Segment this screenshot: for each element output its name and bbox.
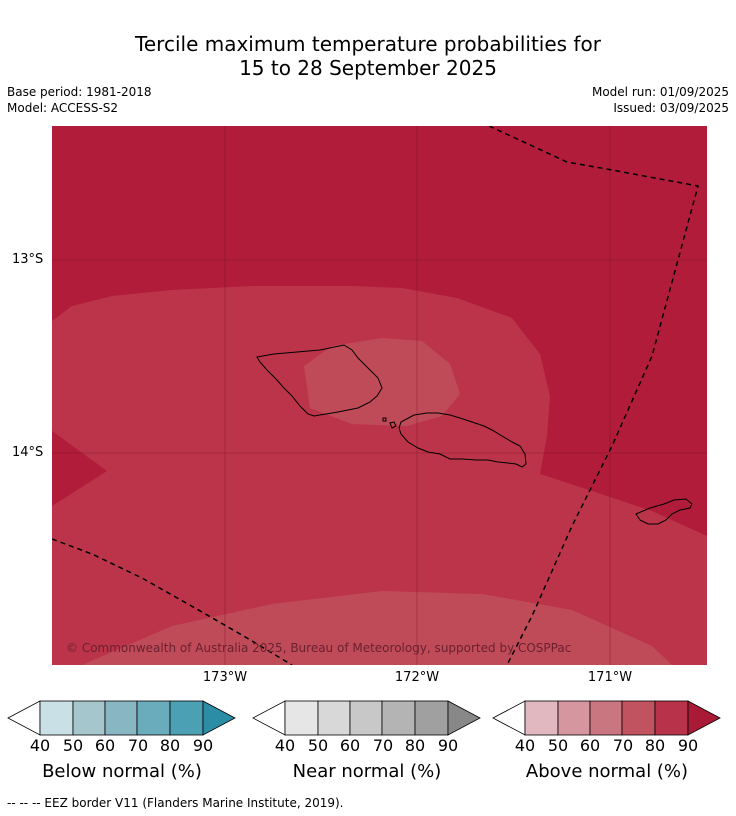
model-run: Model run: 01/09/2025 xyxy=(591,85,729,99)
near-swatch-0 xyxy=(252,700,286,736)
base-period: Base period: 1981-2018 xyxy=(7,85,152,99)
near-tick-90: 90 xyxy=(437,736,459,755)
near-swatch-5 xyxy=(414,700,449,736)
near-tick-60: 60 xyxy=(339,736,361,755)
below-swatch-5 xyxy=(169,700,204,736)
above-80-region xyxy=(52,286,707,665)
colorbar-above-swatches xyxy=(492,700,721,736)
colorbar-below-swatches xyxy=(7,700,236,736)
lat-label-13s: 13°S xyxy=(12,252,44,267)
colorbar-below: 40 50 60 70 80 90 Below normal (%) xyxy=(7,700,237,800)
below-swatch-1 xyxy=(39,700,74,736)
near-swatch-1 xyxy=(284,700,319,736)
above-normal-label: Above normal (%) xyxy=(525,761,689,782)
upolu-island xyxy=(398,412,527,468)
lon-label-171w: 171°W xyxy=(587,670,633,685)
issued-date: Issued: 03/09/2025 xyxy=(613,101,729,115)
below-tick-70: 70 xyxy=(127,736,149,755)
colorbar-near-swatches xyxy=(252,700,481,736)
title-line-1: Tercile maximum temperature probabilitie… xyxy=(135,32,601,56)
savaii-island xyxy=(256,344,383,417)
near-normal-label: Near normal (%) xyxy=(292,761,442,782)
near-tick-40: 40 xyxy=(274,736,296,755)
above-tick-40: 40 xyxy=(514,736,536,755)
near-swatch-3 xyxy=(349,700,383,736)
above-tick-50: 50 xyxy=(547,736,569,755)
above-swatch-4 xyxy=(621,700,656,736)
above-70-core xyxy=(304,338,460,426)
above-70-south xyxy=(82,591,672,665)
near-swatch-6 xyxy=(447,700,481,736)
above-tick-60: 60 xyxy=(579,736,601,755)
near-tick-50: 50 xyxy=(307,736,329,755)
tutuila-island xyxy=(635,498,693,525)
near-tick-70: 70 xyxy=(372,736,394,755)
below-swatch-0 xyxy=(7,700,41,736)
above-swatch-5 xyxy=(654,700,689,736)
near-tick-80: 80 xyxy=(404,736,426,755)
above-swatch-2 xyxy=(557,700,591,736)
above-swatch-1 xyxy=(524,700,559,736)
eez-border xyxy=(52,126,699,665)
lon-label-172w: 172°W xyxy=(394,670,440,685)
below-swatch-4 xyxy=(136,700,171,736)
above-tick-80: 80 xyxy=(644,736,666,755)
below-tick-60: 60 xyxy=(94,736,116,755)
above-swatch-0 xyxy=(492,700,526,736)
eez-footnote: -- -- -- EEZ border V11 (Flanders Marine… xyxy=(7,796,344,810)
model-name: Model: ACCESS-S2 xyxy=(7,101,119,115)
apolima-islet xyxy=(389,421,397,429)
colorbar-near: 40 50 60 70 80 90 Near normal (%) xyxy=(252,700,482,800)
probability-map xyxy=(52,126,707,665)
manono-islet xyxy=(382,417,387,422)
below-tick-80: 80 xyxy=(159,736,181,755)
colorbar-above: 40 50 60 70 80 90 Above normal (%) xyxy=(492,700,722,800)
above-swatch-3 xyxy=(589,700,623,736)
below-swatch-3 xyxy=(104,700,138,736)
lon-label-173w: 173°W xyxy=(202,670,248,685)
above-tick-70: 70 xyxy=(612,736,634,755)
graticule xyxy=(52,126,707,665)
lat-label-14s: 14°S xyxy=(12,445,44,460)
copyright-notice: © Commonwealth of Australia 2025, Bureau… xyxy=(66,641,572,655)
below-tick-40: 40 xyxy=(29,736,51,755)
above-tick-90: 90 xyxy=(677,736,699,755)
above-swatch-6 xyxy=(687,700,721,736)
near-swatch-2 xyxy=(317,700,351,736)
title-line-2: 15 to 28 September 2025 xyxy=(239,56,497,80)
below-normal-label: Below normal (%) xyxy=(42,761,202,782)
below-tick-90: 90 xyxy=(192,736,214,755)
below-tick-50: 50 xyxy=(62,736,84,755)
below-swatch-6 xyxy=(202,700,236,736)
near-swatch-4 xyxy=(381,700,416,736)
island-outlines xyxy=(256,344,693,525)
below-swatch-2 xyxy=(72,700,106,736)
